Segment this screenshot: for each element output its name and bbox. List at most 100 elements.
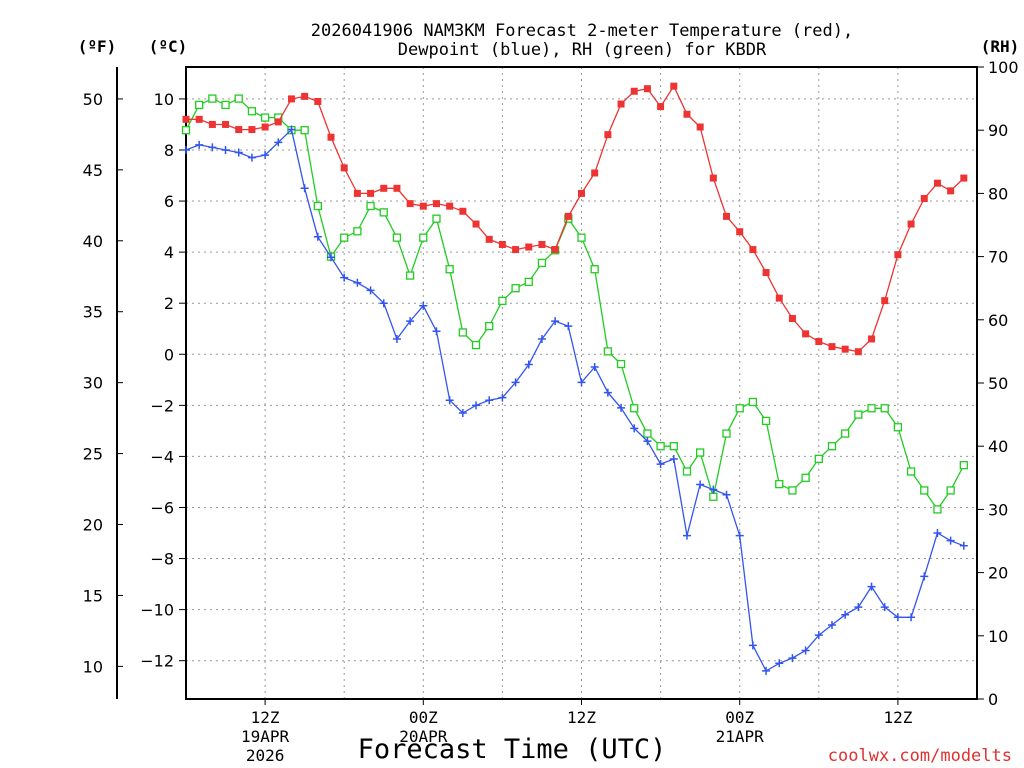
rh-point <box>313 201 322 211</box>
rh-point <box>656 442 665 451</box>
temperature-point <box>815 338 823 346</box>
dewpoint-point <box>959 541 968 550</box>
temperature-point <box>380 184 388 192</box>
rh-point <box>946 486 955 495</box>
dewpoint-point <box>419 301 428 310</box>
rh-tick-label: 90 <box>988 121 1008 140</box>
rh-point <box>709 492 718 501</box>
celsius-tick-label: 0 <box>164 345 174 364</box>
rh-point <box>761 416 771 426</box>
dewpoint-point <box>603 388 612 397</box>
temperature-point <box>222 120 230 128</box>
dewpoint-point <box>274 138 283 147</box>
rh-tick-label: 40 <box>988 437 1008 456</box>
dewpoint-point <box>841 610 850 619</box>
celsius-tick-label: −2 <box>150 396 174 415</box>
x-tick-label: 12Z <box>883 708 912 727</box>
series-layer <box>181 82 968 675</box>
rh-tick-label: 80 <box>988 184 1008 203</box>
dewpoint-point <box>933 529 942 538</box>
temperature-point <box>591 169 599 177</box>
rh-point <box>920 486 929 495</box>
dewpoint-point <box>907 613 916 622</box>
fahrenheit-tick-label: 40 <box>83 232 103 251</box>
dewpoint-point <box>682 531 691 540</box>
temperature-point <box>406 200 414 208</box>
temperature-point <box>894 251 902 259</box>
temperature-point <box>683 110 691 118</box>
rh-point <box>419 233 428 242</box>
rh-unit-label: (RH) <box>981 37 1020 56</box>
rh-point <box>181 126 191 135</box>
rh-point <box>405 271 415 280</box>
temperature-point <box>657 103 665 111</box>
dewpoint-point <box>893 613 902 622</box>
temperature-point <box>208 120 216 128</box>
dewpoint-point <box>748 641 757 650</box>
series-line <box>185 128 965 672</box>
x-tick-date: 21APR <box>716 727 765 746</box>
rh-point <box>471 340 481 350</box>
rh-point <box>788 486 797 495</box>
temperature-point <box>933 179 941 187</box>
temperature-point <box>512 246 520 254</box>
dewpoint-point <box>366 286 375 295</box>
dewpoint-point <box>577 378 586 387</box>
temperature-point <box>301 92 309 100</box>
rh-point <box>260 113 270 122</box>
fahrenheit-tick-label: 15 <box>83 586 103 605</box>
series-line <box>185 97 965 511</box>
dewpoint-point <box>537 334 546 343</box>
temperature-point <box>314 97 322 105</box>
rh-point <box>959 461 968 470</box>
temperature-point <box>907 220 915 228</box>
dewpoint-point <box>472 401 481 410</box>
dewpoint-point <box>814 631 823 640</box>
dewpoint-point <box>590 363 599 372</box>
temperature-point <box>485 235 493 243</box>
celsius-tick-label: 2 <box>164 294 174 313</box>
rh-point <box>735 404 744 413</box>
temperature-point <box>393 184 401 192</box>
rh-tick-label: 0 <box>988 690 998 709</box>
dewpoint-point <box>617 403 626 412</box>
rh-point <box>577 233 586 242</box>
celsius-tick-label: 4 <box>164 243 174 262</box>
temperature-point <box>854 348 862 356</box>
rh-point <box>827 442 837 451</box>
rh-tick-label: 30 <box>988 500 1008 519</box>
fahrenheit-tick-label: 25 <box>83 445 103 464</box>
dewpoint-point <box>880 603 889 612</box>
fahrenheit-tick-label: 30 <box>83 374 103 393</box>
rh-point <box>221 100 230 110</box>
temperature-point <box>340 164 348 172</box>
x-tick-date: 19APR <box>241 727 290 746</box>
celsius-tick-label: 6 <box>164 192 174 211</box>
celsius-unit-label: (ºC) <box>149 37 188 56</box>
rh-tick-label: 70 <box>988 248 1008 267</box>
rh-point <box>616 359 626 369</box>
rh-point <box>366 201 375 211</box>
dewpoint-point <box>524 360 533 369</box>
rh-tick-label: 100 <box>988 58 1019 77</box>
dewpoint-point <box>340 273 349 282</box>
rh-point <box>682 467 692 476</box>
temperature-point <box>630 87 638 95</box>
temperature-point <box>353 189 361 197</box>
dewpoint-point <box>669 454 678 463</box>
temperature-point <box>828 343 836 351</box>
temperature-point <box>920 195 928 203</box>
dewpoint-point <box>392 334 401 343</box>
dewpoint-point <box>709 485 718 494</box>
x-tick-date: 20APR <box>399 727 448 746</box>
dewpoint-point <box>195 140 204 149</box>
dewpoint-point <box>762 666 771 675</box>
dewpoint-point <box>735 531 744 540</box>
dewpoint-point <box>854 603 863 612</box>
rh-point <box>841 429 850 438</box>
series-dewpoint <box>182 125 968 675</box>
dewpoint-point <box>920 572 929 581</box>
dewpoint-point <box>867 582 876 591</box>
temperature-point <box>696 123 704 131</box>
